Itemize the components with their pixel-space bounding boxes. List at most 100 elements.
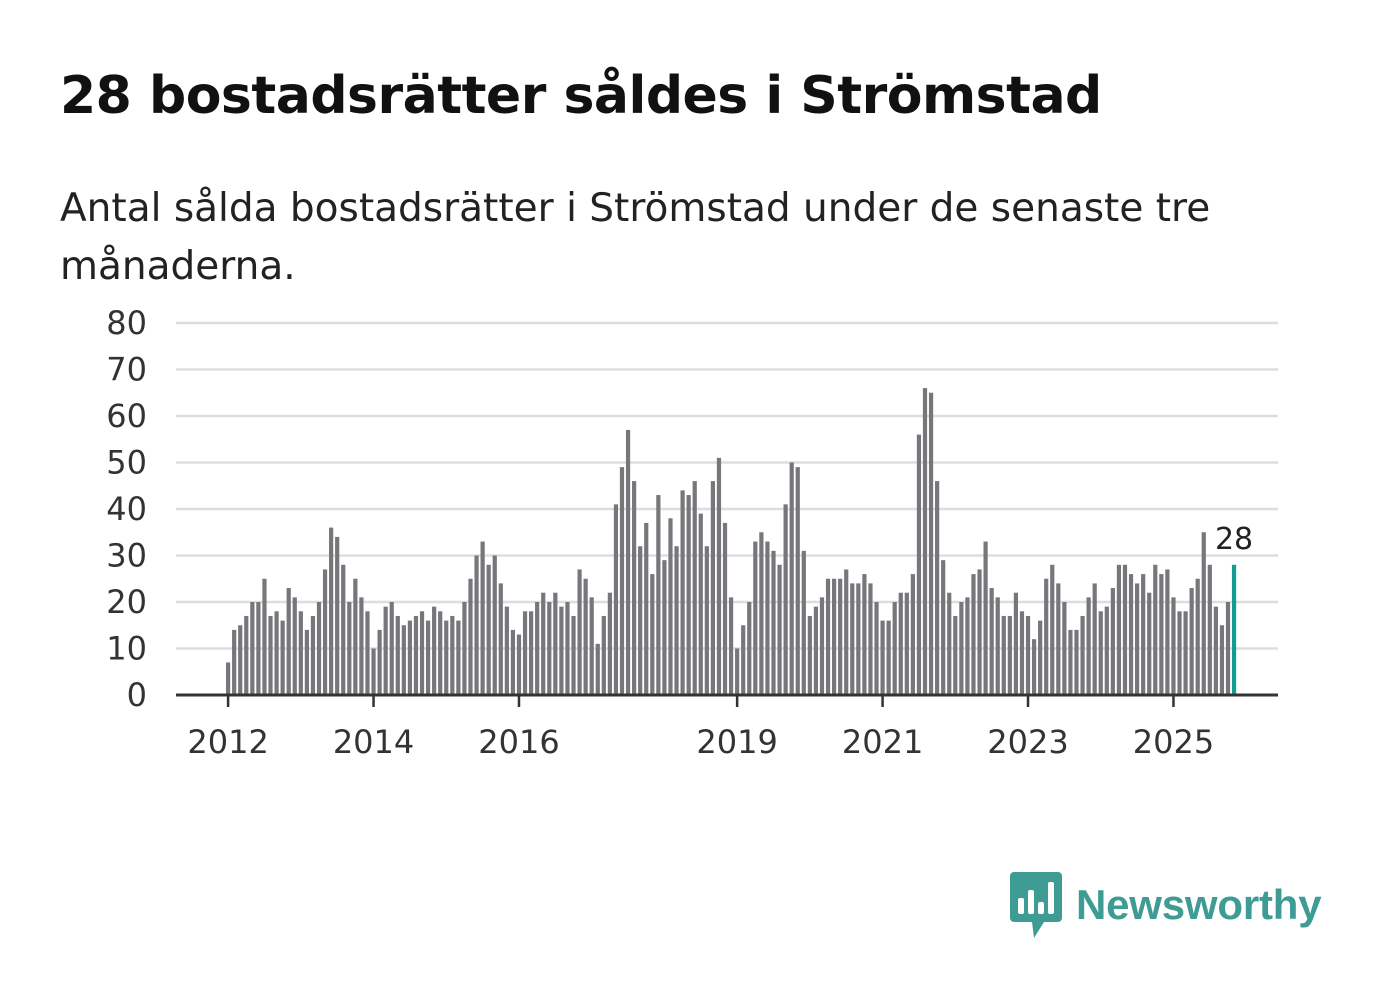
bar (1189, 588, 1194, 695)
bar (577, 569, 582, 695)
bar (947, 592, 952, 695)
bar (698, 513, 703, 695)
bar (1025, 615, 1031, 695)
bar (322, 569, 328, 695)
bar (438, 611, 443, 695)
bar (1183, 611, 1188, 695)
bar (638, 546, 643, 695)
chart-subtitle: Antal sålda bostadsrätter i Strömstad un… (60, 186, 1211, 289)
bar (280, 620, 285, 695)
y-tick-label: 40 (106, 490, 147, 528)
bar (844, 569, 849, 695)
bar (722, 522, 728, 695)
x-tick-label: 2023 (987, 723, 1068, 761)
bar (553, 592, 558, 695)
bar (1201, 532, 1206, 695)
bar (916, 434, 922, 695)
bar (959, 602, 964, 695)
bar (777, 564, 782, 695)
bar (1050, 564, 1055, 695)
x-tick-label: 2019 (696, 723, 777, 761)
newsworthy-logo: Newsworthy (1010, 872, 1322, 938)
bar (462, 602, 467, 695)
bar (565, 602, 570, 695)
bar (310, 615, 316, 695)
bar (529, 611, 534, 695)
bar (601, 615, 606, 695)
bar (995, 597, 1000, 695)
bar (498, 583, 503, 695)
bar (753, 541, 758, 695)
bar (801, 550, 806, 695)
bar (238, 625, 243, 695)
bar (1177, 611, 1182, 695)
bar (735, 648, 740, 695)
bar (504, 606, 509, 695)
bar (1019, 611, 1025, 695)
bar (650, 574, 655, 695)
x-tick-label: 2021 (842, 723, 923, 761)
y-tick-label: 70 (106, 351, 147, 389)
bar (359, 597, 364, 695)
bar (329, 527, 334, 695)
bar (547, 602, 552, 695)
bar (971, 574, 976, 695)
bar (662, 560, 667, 695)
bar (983, 541, 988, 695)
bar (807, 615, 812, 695)
bar (728, 597, 734, 695)
bar (256, 602, 261, 695)
bar (522, 611, 528, 695)
chart-title: 28 bostadsrätter såldes i Strömstad (60, 66, 1102, 126)
bar (401, 625, 406, 695)
bar (1225, 602, 1231, 695)
bar (304, 629, 309, 695)
bar (680, 490, 685, 695)
bar (468, 578, 473, 695)
bar (965, 597, 970, 695)
x-tick-label: 2014 (333, 723, 414, 761)
bar (341, 564, 346, 695)
bar (935, 481, 940, 695)
bar (856, 583, 861, 695)
bar (1219, 625, 1225, 695)
bar (1062, 602, 1067, 695)
bar (632, 481, 637, 695)
bar (583, 578, 588, 695)
bar (559, 606, 564, 695)
bar (1068, 629, 1073, 695)
bar (1007, 615, 1012, 695)
bar (571, 615, 576, 695)
bar (1098, 611, 1103, 695)
last-value-label: 28 (1215, 522, 1253, 557)
bar (389, 602, 394, 695)
bar (292, 597, 297, 695)
bar (425, 620, 431, 695)
bar (395, 615, 400, 695)
bar (910, 574, 915, 695)
y-axis-labels: 0 10 20 30 40 50 60 70 80 (106, 304, 147, 714)
newsworthy-bar-chart-icon (1010, 872, 1062, 938)
bar (874, 602, 879, 695)
bar (886, 620, 891, 695)
y-tick-label: 50 (106, 444, 147, 482)
x-tick-label: 2012 (187, 723, 268, 761)
bar (1086, 597, 1091, 695)
bar (353, 578, 358, 695)
bar (486, 564, 491, 695)
bar (898, 592, 903, 695)
bar (444, 620, 449, 695)
bar (1122, 564, 1128, 695)
bar (789, 462, 794, 695)
bar (1038, 620, 1043, 695)
bar (1153, 564, 1158, 695)
bar (765, 541, 770, 695)
bar (1135, 583, 1140, 695)
bar (250, 602, 255, 695)
bar (795, 467, 800, 695)
bar (492, 555, 497, 695)
bar (941, 560, 946, 695)
bar (1080, 615, 1085, 695)
bar (232, 629, 237, 695)
x-tick-label: 2016 (478, 723, 559, 761)
